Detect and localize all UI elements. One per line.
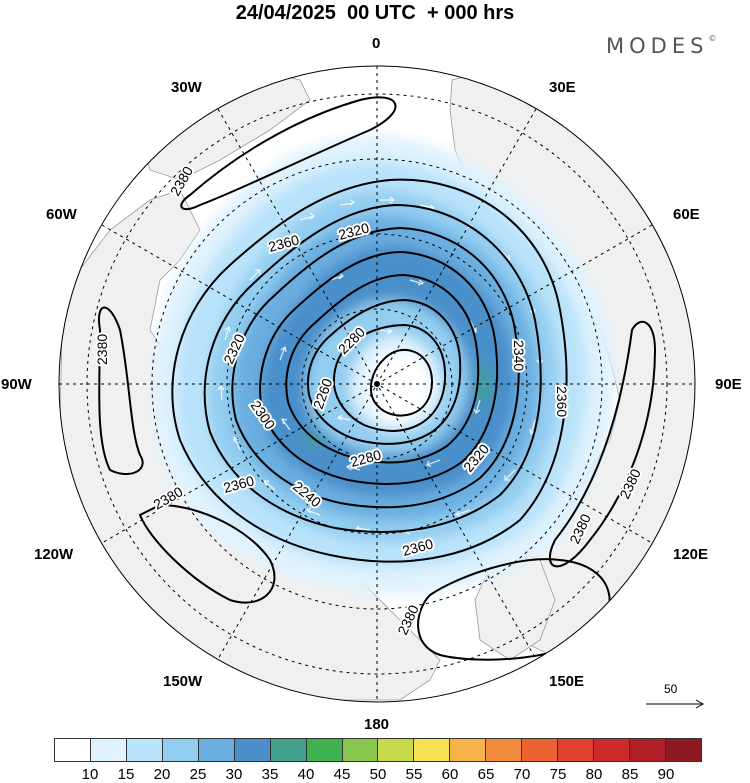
colorbar-swatch (162, 739, 199, 761)
colorbar-swatch (665, 739, 701, 761)
colorbar-swatch (630, 739, 666, 761)
lon-label-150w: 150W (163, 673, 203, 690)
polar-map: 2380 2380 2380 2380 2380 2380 2360 2360 … (58, 65, 696, 703)
colorbar-tick-label: 45 (333, 766, 351, 783)
wind-vectors (217, 196, 544, 535)
map-border (58, 65, 696, 703)
contour-2240 (370, 348, 434, 417)
copyright-icon: © (708, 34, 717, 43)
colorbar-swatch (198, 739, 235, 761)
colorbar-tick-label: 20 (153, 766, 171, 783)
contour-2320-inner (259, 250, 499, 485)
lon-label-120w: 120W (34, 546, 74, 563)
colorbar-tick-label: 35 (261, 766, 279, 783)
colorbar-tick-label: 15 (117, 766, 135, 783)
colorbar-swatch (414, 739, 451, 761)
reference-vector-label: 50 (664, 682, 678, 696)
geopotential-contours (98, 96, 657, 661)
contour-2380-sw (138, 503, 276, 604)
colorbar-swatch (90, 739, 127, 761)
colorbar-swatch (378, 739, 415, 761)
colorbar-swatch (450, 739, 487, 761)
colorbar-swatch (558, 739, 595, 761)
colorbar-tick-label: 90 (657, 766, 675, 783)
lon-label-120e: 120E (673, 546, 709, 563)
lon-label-0: 0 (372, 35, 381, 52)
contour-2380-atlantic (180, 96, 397, 211)
colorbar-tick-label: 50 (369, 766, 387, 783)
contour-2260 (332, 323, 447, 432)
lon-label-60w: 60W (46, 206, 77, 223)
colorbar-tick-label: 70 (513, 766, 531, 783)
colorbar (54, 738, 702, 762)
contour-2300 (285, 273, 480, 464)
brand-name: MODES (606, 34, 709, 58)
colorbar-swatch (55, 739, 91, 761)
wind-speed-shading (151, 135, 615, 594)
chart-title: 24/04/2025 00 UTC + 000 hrs (235, 2, 515, 24)
colorbar-tick-label: 75 (549, 766, 567, 783)
lon-label-90e: 90E (715, 376, 742, 393)
lon-label-150e: 150E (549, 673, 585, 690)
lon-label-60e: 60E (673, 206, 700, 223)
contour-2380-east (549, 320, 657, 568)
colorbar-swatch (594, 739, 630, 761)
colorbar-tick-label: 10 (81, 766, 99, 783)
reference-vector-arrow-icon (646, 699, 705, 709)
contour-2340 (203, 203, 542, 533)
colorbar-swatch (126, 739, 163, 761)
colorbar-tick-label: 25 (189, 766, 207, 783)
lon-label-90w: 90W (1, 376, 32, 393)
colorbar-swatch (306, 739, 343, 761)
colorbar-swatch (522, 739, 559, 761)
colorbar-tick-label: 80 (585, 766, 603, 783)
colorbar-swatch (486, 739, 523, 761)
contour-2360 (171, 178, 568, 563)
colorbar-tick-label: 40 (297, 766, 315, 783)
colorbar-swatch (270, 739, 307, 761)
colorbar-tick-label: 55 (405, 766, 423, 783)
lon-label-180: 180 (364, 716, 390, 733)
contour-label: 2380 (94, 334, 110, 365)
colorbar-tick-label: 60 (441, 766, 459, 783)
colorbar-tick-label: 30 (225, 766, 243, 783)
lon-label-30w: 30W (171, 79, 202, 96)
contour-2320-outer (231, 226, 520, 509)
contour-2380-pacific-w (98, 306, 144, 475)
colorbar-tick-label: 65 (477, 766, 495, 783)
contour-label: 2360 (554, 386, 570, 417)
contour-label: 2340 (511, 340, 527, 371)
brand-logo: MODES© (606, 34, 716, 58)
colorbar-tick-label: 85 (621, 766, 639, 783)
contour-2280 (307, 298, 462, 445)
north-pole-marker (374, 381, 380, 387)
colorbar-swatch (234, 739, 271, 761)
colorbar-swatch (342, 739, 379, 761)
lon-label-30e: 30E (549, 79, 576, 96)
